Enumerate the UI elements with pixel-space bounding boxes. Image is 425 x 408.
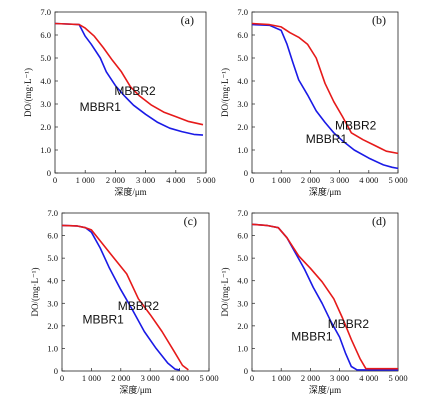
y-tick-label: 1.0 bbox=[47, 343, 58, 353]
y-axis-title: DO/(mg·L⁻¹) bbox=[220, 268, 230, 317]
series-line-mbbr2 bbox=[251, 22, 399, 155]
x-axis-title: 深度/μm bbox=[309, 186, 341, 197]
y-tick-label: 0 bbox=[244, 168, 248, 178]
x-tick-label: 0 bbox=[53, 175, 57, 185]
x-tick-label: 1 000 bbox=[272, 175, 291, 185]
y-tick-label: 4.0 bbox=[237, 76, 248, 86]
y-tick-label: 3.0 bbox=[40, 99, 51, 109]
series-line-mbbr1 bbox=[61, 224, 180, 371]
series-label-mbbr1: MBBR1 bbox=[306, 132, 348, 146]
y-tick-label: 1.0 bbox=[237, 343, 248, 353]
x-tick-label: 0 bbox=[250, 175, 254, 185]
y-tick-label: 4.0 bbox=[47, 276, 58, 286]
y-axis-title: DO/(mg·L⁻¹) bbox=[23, 68, 33, 117]
series-label-mbbr2: MBBR2 bbox=[118, 299, 160, 313]
y-axis-title: DO/(mg·L⁻¹) bbox=[30, 268, 40, 317]
plot-frame bbox=[54, 11, 207, 174]
x-tick-label: 2 000 bbox=[301, 373, 320, 383]
x-tick-label: 4 000 bbox=[166, 175, 185, 185]
series-label-mbbr2: MBBR2 bbox=[335, 118, 377, 132]
x-tick-label: 2 000 bbox=[106, 175, 125, 185]
y-tick-label: 5.0 bbox=[237, 253, 248, 263]
plot-frame bbox=[251, 212, 399, 372]
y-tick-label: 1.0 bbox=[237, 145, 248, 155]
y-tick-label: 7.0 bbox=[237, 208, 248, 218]
chart-panel-b: 0 1 000 2 000 3 000 4 000 5 000 0 1.0 2.0 3.0 4.0 5… bbox=[220, 7, 408, 197]
x-tick-label: 4 000 bbox=[359, 373, 378, 383]
x-tick-label: 0 bbox=[250, 373, 254, 383]
series-label-mbbr1: MBBR1 bbox=[80, 100, 122, 114]
x-tick-label: 5 000 bbox=[196, 175, 215, 185]
y-tick-label: 2.0 bbox=[237, 321, 248, 331]
y-tick-label: 7.0 bbox=[47, 208, 58, 218]
y-tick-label: 0 bbox=[244, 366, 248, 376]
x-tick-label: 4 000 bbox=[359, 175, 378, 185]
plot-frame bbox=[61, 212, 210, 372]
x-axis-title: 深度/μm bbox=[119, 384, 151, 395]
y-tick-label: 1.0 bbox=[40, 145, 51, 155]
panel-label: (a) bbox=[181, 13, 194, 27]
y-tick-label: 5.0 bbox=[47, 253, 58, 263]
chart-panel-c: 0 1 000 2 000 3 000 4 000 5 000 0 1.0 2.0 3.0 4.0 5… bbox=[30, 208, 219, 395]
series-label-mbbr2: MBBR2 bbox=[114, 84, 156, 98]
x-tick-label: 2 000 bbox=[111, 373, 130, 383]
x-tick-label: 1 000 bbox=[272, 373, 291, 383]
y-tick-label: 3.0 bbox=[237, 298, 248, 308]
x-tick-label: 5 000 bbox=[388, 175, 407, 185]
y-tick-label: 4.0 bbox=[237, 276, 248, 286]
y-tick-label: 2.0 bbox=[47, 321, 58, 331]
x-tick-label: 1 000 bbox=[82, 373, 101, 383]
y-tick-label: 2.0 bbox=[237, 122, 248, 132]
series-line-mbbr1 bbox=[251, 223, 398, 371]
y-tick-label: 3.0 bbox=[237, 99, 248, 109]
x-tick-label: 1 000 bbox=[76, 175, 95, 185]
x-tick-label: 3 000 bbox=[141, 373, 160, 383]
y-tick-label: 2.0 bbox=[40, 122, 51, 132]
series-line-mbbr1 bbox=[54, 22, 204, 136]
panel-label: (d) bbox=[372, 214, 386, 228]
x-tick-label: 2 000 bbox=[301, 175, 320, 185]
panel-label: (c) bbox=[184, 214, 197, 228]
x-tick-label: 5 000 bbox=[199, 373, 218, 383]
series-label-mbbr1: MBBR1 bbox=[82, 313, 124, 327]
y-tick-label: 3.0 bbox=[47, 298, 58, 308]
y-tick-label: 0 bbox=[54, 366, 58, 376]
x-tick-label: 4 000 bbox=[170, 373, 189, 383]
x-tick-label: 5 000 bbox=[388, 373, 407, 383]
panel-label: (b) bbox=[372, 13, 386, 27]
y-tick-label: 5.0 bbox=[237, 53, 248, 63]
plot-frame bbox=[251, 11, 399, 174]
y-tick-label: 4.0 bbox=[40, 76, 51, 86]
y-tick-label: 7.0 bbox=[237, 7, 248, 17]
y-tick-label: 6.0 bbox=[237, 231, 248, 241]
x-axis-title: 深度/μm bbox=[309, 384, 341, 395]
x-tick-label: 0 bbox=[60, 373, 64, 383]
series-line-mbbr2 bbox=[251, 223, 398, 370]
y-tick-label: 5.0 bbox=[40, 53, 51, 63]
series-line-mbbr2 bbox=[61, 224, 189, 371]
x-tick-label: 3 000 bbox=[136, 175, 155, 185]
y-axis-title: DO/(mg·L⁻¹) bbox=[220, 68, 230, 117]
x-tick-label: 3 000 bbox=[330, 175, 349, 185]
series-line-mbbr1 bbox=[251, 23, 399, 170]
y-tick-label: 0 bbox=[47, 168, 51, 178]
y-tick-label: 7.0 bbox=[40, 7, 51, 17]
chart-panel-d: 0 1 000 2 000 3 000 4 000 5 000 0 1.0 2.0 3.0 4.0 5… bbox=[220, 208, 408, 395]
chart-panel-a: 0 1 000 2 000 3 000 4 000 5 000 0 1.0 2.0 3.0 4.0 5… bbox=[23, 7, 216, 197]
x-axis-title: 深度/μm bbox=[114, 186, 146, 197]
x-tick-label: 3 000 bbox=[330, 373, 349, 383]
series-label-mbbr1: MBBR1 bbox=[291, 330, 333, 344]
series-line-mbbr2 bbox=[54, 22, 204, 126]
series-label-mbbr2: MBBR2 bbox=[328, 317, 370, 331]
y-tick-label: 6.0 bbox=[40, 30, 51, 40]
y-tick-label: 6.0 bbox=[47, 231, 58, 241]
y-tick-label: 6.0 bbox=[237, 30, 248, 40]
